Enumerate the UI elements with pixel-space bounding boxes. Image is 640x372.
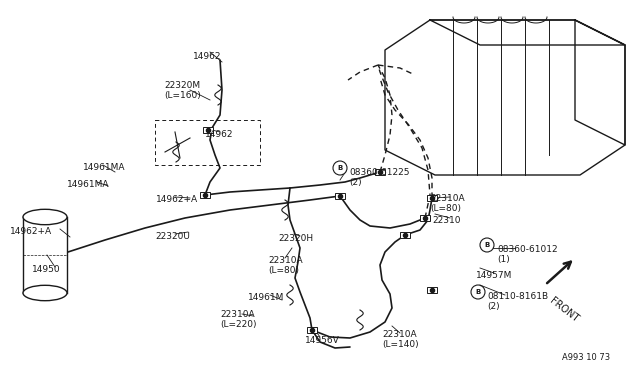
Text: FRONT: FRONT xyxy=(548,296,580,324)
Bar xyxy=(427,195,437,201)
Ellipse shape xyxy=(23,209,67,225)
Text: 14961M: 14961M xyxy=(248,293,284,302)
Bar xyxy=(420,215,430,221)
Bar xyxy=(203,127,213,133)
Text: B: B xyxy=(476,289,481,295)
Text: 22310A
(L=140): 22310A (L=140) xyxy=(382,330,419,349)
Circle shape xyxy=(480,238,494,252)
Text: 22310: 22310 xyxy=(432,216,461,225)
Bar xyxy=(375,169,385,175)
Bar xyxy=(400,232,410,238)
Text: 14956V: 14956V xyxy=(305,336,340,345)
Text: 14950: 14950 xyxy=(32,265,61,274)
Bar xyxy=(200,192,210,198)
Text: 14962: 14962 xyxy=(193,52,221,61)
Circle shape xyxy=(471,285,485,299)
Text: B: B xyxy=(337,165,342,171)
Text: 22320U: 22320U xyxy=(155,232,190,241)
Circle shape xyxy=(333,161,347,175)
Text: 14962+A: 14962+A xyxy=(10,227,52,236)
Bar xyxy=(427,287,437,293)
Bar xyxy=(335,193,345,199)
Text: 14957M: 14957M xyxy=(476,271,513,280)
Ellipse shape xyxy=(23,285,67,301)
Text: 08110-8161B
(2): 08110-8161B (2) xyxy=(487,292,548,311)
Text: 22310A
(L=220): 22310A (L=220) xyxy=(220,310,257,329)
Text: 14961MA: 14961MA xyxy=(83,163,125,172)
Text: B: B xyxy=(484,242,490,248)
Text: 22310A
(L=80): 22310A (L=80) xyxy=(268,256,303,275)
Text: 22310A
(L=80): 22310A (L=80) xyxy=(430,194,465,214)
Text: 14962: 14962 xyxy=(205,130,234,139)
Text: A993 10 73: A993 10 73 xyxy=(562,353,610,362)
Text: 22320M
(L=160): 22320M (L=160) xyxy=(164,81,201,100)
Text: 22320H: 22320H xyxy=(278,234,313,243)
Bar xyxy=(307,327,317,333)
Text: 08360-61225
(2): 08360-61225 (2) xyxy=(349,168,410,187)
Text: 14962+A: 14962+A xyxy=(156,195,198,204)
Text: 08360-61012
(1): 08360-61012 (1) xyxy=(497,245,557,264)
Text: 14961MA: 14961MA xyxy=(67,180,109,189)
